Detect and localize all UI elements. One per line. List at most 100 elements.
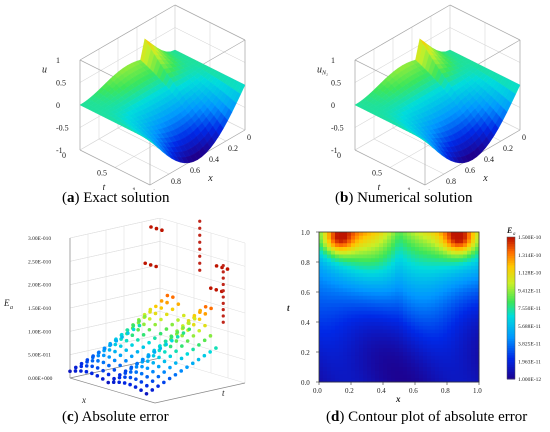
- scatter-point: [185, 352, 190, 356]
- contour-cell: [383, 329, 388, 334]
- contour-cell: [475, 344, 480, 349]
- contour-cell: [323, 348, 328, 353]
- contour-cell: [407, 258, 412, 263]
- contour-cell: [435, 265, 440, 270]
- contour-cell: [347, 307, 352, 312]
- contour-cell: [431, 265, 436, 270]
- contour-cell: [451, 235, 456, 240]
- contour-cell: [451, 352, 456, 357]
- contour-cell: [359, 254, 364, 259]
- contour-cell: [395, 235, 400, 240]
- contour-cell: [391, 344, 396, 349]
- contour-cell: [451, 307, 456, 312]
- contour-cell: [383, 337, 388, 342]
- contour-cell: [443, 367, 448, 372]
- contour-cell: [335, 295, 340, 300]
- contour-cell: [459, 295, 464, 300]
- scatter-point: [203, 312, 208, 316]
- contour-cell: [327, 269, 332, 274]
- scatter-point: [221, 276, 225, 280]
- contour-cell: [407, 314, 412, 319]
- scatter-point: [145, 383, 149, 388]
- contour-cell: [383, 374, 388, 379]
- contour-cell: [419, 288, 424, 293]
- contour-cell: [391, 329, 396, 334]
- colorbar-segment: [507, 267, 515, 271]
- contour-cell: [427, 243, 432, 248]
- contour-cell: [387, 344, 392, 349]
- contour-cell: [335, 288, 340, 293]
- contour-cell: [323, 269, 328, 274]
- z-tick-label: 1: [331, 56, 335, 65]
- scatter-point: [148, 307, 153, 312]
- contour-cell: [411, 303, 416, 308]
- contour-cell: [439, 355, 444, 360]
- contour-cell: [463, 322, 468, 327]
- contour-cell: [343, 355, 348, 360]
- contour-cell: [371, 318, 376, 323]
- scatter-point: [151, 361, 156, 365]
- contour-cell: [375, 247, 380, 252]
- scatter-point: [90, 364, 94, 369]
- contour-cell: [403, 340, 408, 345]
- contour-cell: [331, 367, 336, 372]
- contour-cell: [359, 367, 364, 372]
- contour-cell: [371, 344, 376, 349]
- contour-cell: [415, 337, 420, 342]
- contour-cell: [383, 273, 388, 278]
- contour-cell: [419, 277, 424, 282]
- contour-cell: [471, 295, 476, 300]
- contour-cell: [407, 340, 412, 345]
- contour-cell: [407, 284, 412, 289]
- scatter-point: [221, 282, 225, 287]
- contour-cell: [459, 322, 464, 327]
- contour-cell: [403, 352, 408, 357]
- contour-cell: [439, 314, 444, 319]
- contour-cell: [471, 374, 476, 379]
- contour-cell: [475, 247, 480, 252]
- contour-cell: [439, 299, 444, 304]
- z-tick-label: -1: [56, 146, 63, 155]
- contour-cell: [403, 310, 408, 315]
- contour-cell: [451, 277, 456, 282]
- contour-cell: [395, 337, 400, 342]
- contour-cell: [475, 325, 480, 330]
- contour-cell: [343, 310, 348, 315]
- z-tick-label: 1.50E-010: [28, 306, 51, 312]
- scatter-point: [214, 264, 219, 268]
- contour-cell: [415, 288, 420, 293]
- contour-cell: [347, 333, 352, 338]
- contour-cell: [435, 284, 440, 289]
- scatter-point: [175, 330, 180, 335]
- contour-cell: [423, 318, 428, 323]
- contour-cell: [439, 265, 444, 270]
- contour-cell: [395, 370, 400, 375]
- contour-cell: [419, 378, 424, 383]
- contour-cell: [431, 325, 436, 330]
- contour-cell: [427, 352, 432, 357]
- contour-cell: [395, 352, 400, 357]
- contour-cell: [335, 269, 340, 274]
- contour-cell: [363, 344, 368, 349]
- contour-cell: [435, 303, 440, 308]
- contour-cell: [327, 239, 332, 244]
- contour-cell: [439, 269, 444, 274]
- scatter-point: [107, 348, 112, 352]
- contour-cell: [359, 340, 364, 345]
- contour-cell: [455, 250, 460, 255]
- contour-cell: [443, 262, 448, 267]
- plot-frame: [318, 231, 480, 383]
- contour-cell: [327, 374, 332, 379]
- scatter-point: [130, 333, 135, 338]
- contour-cell: [447, 318, 452, 323]
- contour-cell: [407, 235, 412, 240]
- contour-cell: [415, 314, 420, 319]
- contour-cell: [399, 374, 404, 379]
- contour-cell: [459, 254, 464, 259]
- contour-cell: [383, 280, 388, 285]
- contour-cell: [415, 355, 420, 360]
- scatter-point: [137, 323, 142, 328]
- contour-cell: [423, 337, 428, 342]
- contour-cell: [455, 303, 460, 308]
- contour-cell: [339, 295, 344, 300]
